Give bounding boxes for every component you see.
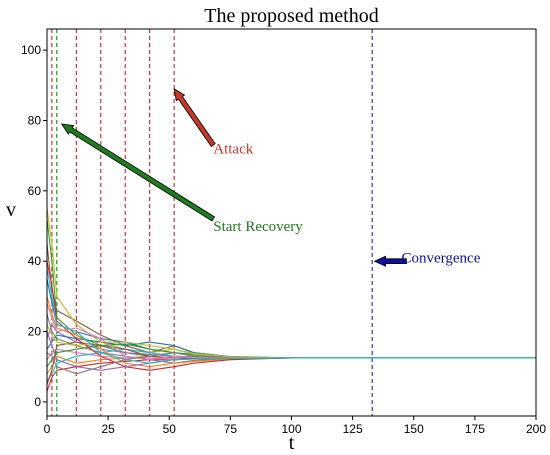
recovery-label: Start Recovery [213, 219, 303, 235]
y-tick-label: 80 [28, 113, 42, 127]
x-tick-label: 200 [526, 422, 546, 436]
annotations: Attack Start Recovery Convergence [60, 88, 481, 267]
x-tick-label: 75 [224, 422, 238, 436]
x-tick-label: 50 [163, 422, 177, 436]
x-tick-label: 150 [404, 422, 424, 436]
x-axis: 0 25 50 75 100 125 150 175 200 [44, 416, 546, 436]
series-line-12 [47, 296, 536, 368]
series-line-4 [47, 357, 536, 392]
series-line-18 [47, 352, 536, 375]
chart-title: The proposed method [204, 5, 378, 27]
x-tick-label: 100 [281, 422, 301, 436]
series-line-16 [47, 341, 536, 385]
series-line-8 [47, 313, 536, 364]
series-lines [47, 208, 536, 392]
attack-arrow [173, 88, 216, 148]
y-tick-label: 60 [28, 184, 42, 198]
x-tick-label: 175 [465, 422, 485, 436]
series-line-14 [47, 261, 536, 371]
y-tick-label: 40 [28, 254, 42, 268]
series-line-1 [47, 278, 536, 359]
attack-label: Attack [213, 142, 253, 158]
x-tick-label: 125 [343, 422, 363, 436]
series-line-20 [47, 268, 536, 364]
series-line-3 [47, 218, 536, 359]
series-line-19 [47, 324, 536, 359]
y-tick-label: 0 [34, 395, 41, 409]
x-tick-label: 0 [44, 422, 51, 436]
marker-lines [51, 29, 373, 416]
convergence-label: Convergence [402, 251, 481, 267]
y-tick-label: 100 [21, 43, 41, 57]
convergence-arrow [373, 255, 407, 267]
y-axis-label: v [6, 199, 16, 221]
y-axis: 0 20 40 60 80 100 [21, 43, 47, 409]
y-tick-label: 20 [28, 325, 42, 339]
series-line-11 [47, 334, 536, 359]
recovery-arrow [60, 123, 216, 222]
x-axis-label: t [289, 432, 295, 454]
x-tick-label: 25 [101, 422, 115, 436]
